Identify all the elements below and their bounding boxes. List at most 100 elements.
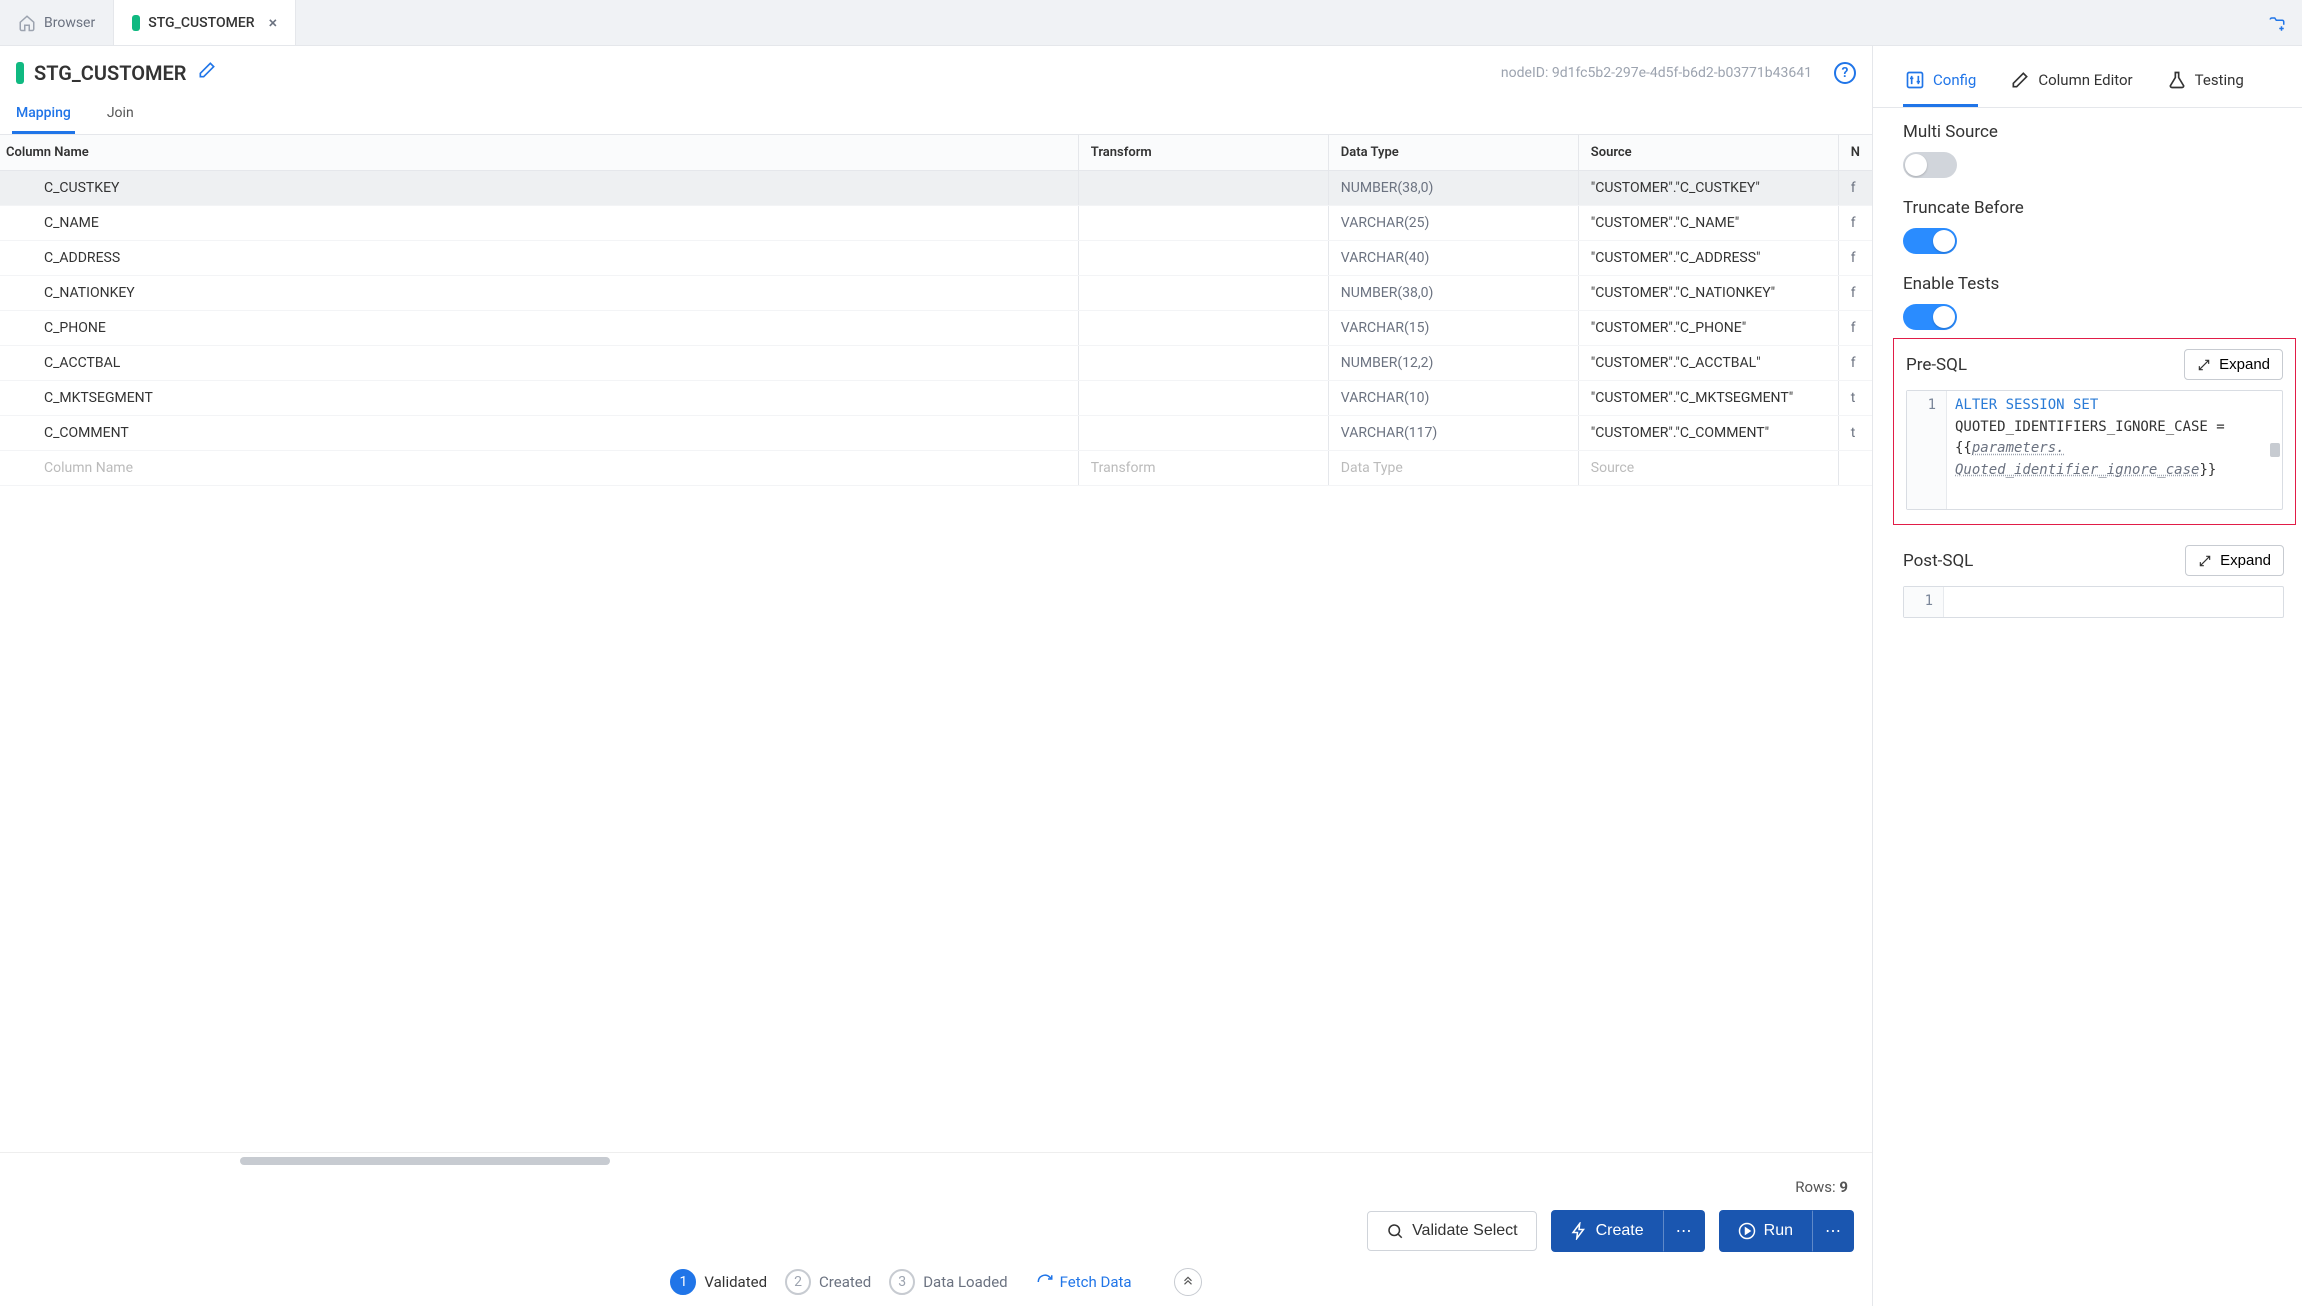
col-header-datatype[interactable]: Data Type [1328,135,1578,171]
cell-column-name[interactable]: C_ACCTBAL [0,346,1078,381]
col-header-source[interactable]: Source [1578,135,1838,171]
post-sql-code[interactable] [1944,587,2283,617]
scrollbar-thumb[interactable] [240,1157,610,1165]
edit-title-button[interactable] [197,60,217,85]
cell-transform[interactable] [1078,171,1328,206]
cell-datatype[interactable]: VARCHAR(117) [1328,416,1578,451]
multi-source-toggle[interactable] [1903,152,1957,178]
cell-transform-placeholder[interactable]: Transform [1078,451,1328,486]
cell-column-name[interactable]: C_NAME [0,206,1078,241]
cell-datatype[interactable]: NUMBER(38,0) [1328,276,1578,311]
truncate-before-toggle[interactable] [1903,228,1957,254]
cell-column-name[interactable]: C_ADDRESS [0,241,1078,276]
cell-column-name-placeholder[interactable]: Column Name [0,451,1078,486]
cell-nullable[interactable]: f [1838,206,1872,241]
rows-count: Rows: 9 [0,1168,1872,1200]
cell-source[interactable]: "CUSTOMER"."C_CUSTKEY" [1578,171,1838,206]
bolt-icon [1570,1222,1588,1240]
tab-mapping[interactable]: Mapping [12,97,75,134]
new-tab-button[interactable] [2252,11,2302,35]
cell-source[interactable]: "CUSTOMER"."C_MKTSEGMENT" [1578,381,1838,416]
pre-sql-code[interactable]: ALTER SESSION SET QUOTED_IDENTIFIERS_IGN… [1947,391,2282,509]
cell-transform[interactable] [1078,416,1328,451]
table-row[interactable]: C_COMMENT VARCHAR(117)"CUSTOMER"."C_COMME… [0,416,1872,451]
run-more-button[interactable]: ⋯ [1812,1210,1854,1252]
tab-column-editor[interactable]: Column Editor [2008,62,2134,107]
cell-transform[interactable] [1078,276,1328,311]
cell-nullable[interactable]: f [1838,171,1872,206]
cell-datatype[interactable]: NUMBER(12,2) [1328,346,1578,381]
cell-source-placeholder[interactable]: Source [1578,451,1838,486]
post-sql-editor[interactable]: 1 [1903,586,2284,618]
table-row[interactable]: C_PHONE VARCHAR(15)"CUSTOMER"."C_PHONE"f [0,311,1872,346]
pre-sql-expand-label: Expand [2219,356,2270,373]
cell-source[interactable]: "CUSTOMER"."C_NATIONKEY" [1578,276,1838,311]
col-header-transform[interactable]: Transform [1078,135,1328,171]
cell-nullable[interactable]: t [1838,416,1872,451]
tab-config[interactable]: Config [1903,62,1978,107]
table-row[interactable]: C_CUSTKEY NUMBER(38,0)"CUSTOMER"."C_CUSTK… [0,171,1872,206]
cell-column-name[interactable]: C_NATIONKEY [0,276,1078,311]
step-validated: 1 Validated [670,1269,767,1295]
post-sql-expand-label: Expand [2220,552,2271,569]
cell-datatype[interactable]: VARCHAR(40) [1328,241,1578,276]
tab-testing[interactable]: Testing [2165,62,2246,107]
run-button[interactable]: Run [1719,1210,1812,1252]
table-row[interactable]: C_ACCTBAL NUMBER(12,2)"CUSTOMER"."C_ACCTB… [0,346,1872,381]
table-row[interactable]: C_NAME VARCHAR(25)"CUSTOMER"."C_NAME"f [0,206,1872,241]
cell-nullable[interactable]: f [1838,241,1872,276]
tab-join[interactable]: Join [103,97,138,134]
cell-source[interactable]: "CUSTOMER"."C_ADDRESS" [1578,241,1838,276]
section-multi-source: Multi Source [1873,108,2302,184]
cell-source[interactable]: "CUSTOMER"."C_PHONE" [1578,311,1838,346]
cell-source[interactable]: "CUSTOMER"."C_NAME" [1578,206,1838,241]
right-panel: Config Column Editor Testing Multi Sourc… [1872,46,2302,1306]
fetch-data-button[interactable]: Fetch Data [1036,1273,1132,1291]
help-button[interactable]: ? [1834,62,1856,84]
expand-icon [2198,554,2212,568]
cell-nullable[interactable]: f [1838,276,1872,311]
cell-nullable[interactable]: f [1838,346,1872,381]
close-icon[interactable]: × [269,13,278,32]
pre-sql-mini-scrollbar[interactable] [2270,443,2280,457]
cell-null-placeholder[interactable] [1838,451,1872,486]
create-more-button[interactable]: ⋯ [1663,1210,1705,1252]
table-row[interactable]: C_MKTSEGMENT VARCHAR(10)"CUSTOMER"."C_MKT… [0,381,1872,416]
tab-browser[interactable]: Browser [0,0,114,45]
cell-column-name[interactable]: C_MKTSEGMENT [0,381,1078,416]
tab-testing-label: Testing [2195,71,2244,89]
cell-column-name[interactable]: C_PHONE [0,311,1078,346]
cell-datatype-placeholder[interactable]: Data Type [1328,451,1578,486]
grid-header-row: Column Name Transform Data Type Source N [0,135,1872,171]
pre-sql-expand-button[interactable]: Expand [2184,349,2283,380]
cell-transform[interactable] [1078,241,1328,276]
grid-horizontal-scrollbar[interactable] [0,1152,1872,1168]
cell-datatype[interactable]: VARCHAR(25) [1328,206,1578,241]
pre-sql-editor[interactable]: 1 ALTER SESSION SET QUOTED_IDENTIFIERS_I… [1906,390,2283,510]
col-header-name[interactable]: Column Name [0,135,1078,171]
cell-source[interactable]: "CUSTOMER"."C_ACCTBAL" [1578,346,1838,381]
validate-select-button[interactable]: Validate Select [1367,1211,1537,1251]
cell-transform[interactable] [1078,311,1328,346]
collapse-stepper-button[interactable] [1174,1268,1202,1296]
cell-column-name[interactable]: C_CUSTKEY [0,171,1078,206]
table-row[interactable]: C_NATIONKEY NUMBER(38,0)"CUSTOMER"."C_NAT… [0,276,1872,311]
enable-tests-toggle[interactable] [1903,304,1957,330]
tab-stg-customer[interactable]: STG_CUSTOMER × [114,0,296,45]
cell-datatype[interactable]: VARCHAR(10) [1328,381,1578,416]
cell-datatype[interactable]: NUMBER(38,0) [1328,171,1578,206]
table-row[interactable]: C_ADDRESS VARCHAR(40)"CUSTOMER"."C_ADDRES… [0,241,1872,276]
table-row-placeholder[interactable]: Column NameTransformData TypeSource [0,451,1872,486]
cell-source[interactable]: "CUSTOMER"."C_COMMENT" [1578,416,1838,451]
cell-transform[interactable] [1078,381,1328,416]
cell-transform[interactable] [1078,206,1328,241]
cell-datatype[interactable]: VARCHAR(15) [1328,311,1578,346]
create-button[interactable]: Create [1551,1210,1663,1252]
col-header-null[interactable]: N [1838,135,1872,171]
cell-column-name[interactable]: C_COMMENT [0,416,1078,451]
cell-nullable[interactable]: t [1838,381,1872,416]
cell-nullable[interactable]: f [1838,311,1872,346]
post-sql-expand-button[interactable]: Expand [2185,545,2284,576]
right-panel-tabs: Config Column Editor Testing [1873,46,2302,108]
cell-transform[interactable] [1078,346,1328,381]
